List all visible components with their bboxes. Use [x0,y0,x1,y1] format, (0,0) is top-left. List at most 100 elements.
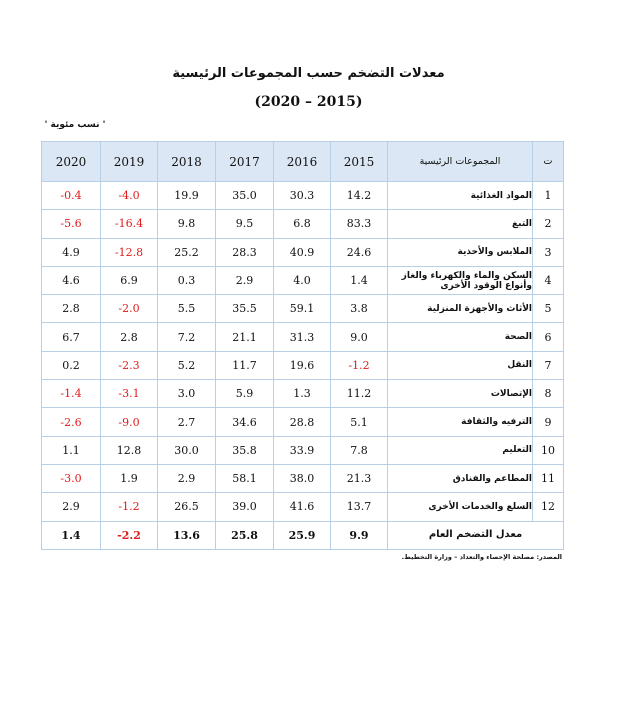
value-cell-2019: -4.0 [100,180,158,211]
row-index: 4 [532,265,564,296]
total-value-2019: -2.2 [100,520,158,550]
value-cell-2018: 25.2 [157,237,216,267]
value-cell-2020: -5.6 [41,209,101,239]
value-cell-2016: 41.6 [273,492,331,522]
value-cell-2017: 9.5 [215,209,274,239]
value-cell-2018: 2.9 [157,463,216,494]
table-row: -1.4 -3.1 3.0 5.9 1.3 11.2 الإتصالات 8 [41,379,564,409]
value-cell-2020: -0.4 [41,180,101,211]
row-index: 1 [532,180,564,211]
value-cell-2018: 9.8 [157,209,216,239]
value-cell-2018: 5.5 [157,294,216,324]
table-body: -0.4 -4.0 19.9 35.0 30.3 14.2 المواد الغذائية 1… [41,180,564,550]
row-index: 2 [532,209,564,239]
value-cell-2018: 5.2 [157,350,216,381]
inflation-table: 2020 2019 2018 2017 2016 2015 المجموعات … [41,141,564,550]
group-label: التبغ [387,209,533,239]
total-value-2016: 25.9 [273,520,331,550]
unit-note: ' نسب مئوية ' [44,120,106,130]
group-label: الأثاث والأجهزة المنزلية [387,294,533,324]
header-2017: 2017 [215,141,274,182]
value-cell-2020: 6.7 [41,322,101,352]
value-cell-2019: 1.9 [100,463,158,494]
value-cell-2019: -1.2 [100,492,158,522]
value-cell-2015: 9.0 [330,322,388,352]
value-cell-2017: 58.1 [215,463,274,494]
value-cell-2017: 35.5 [215,294,274,324]
header-2019: 2019 [100,141,158,182]
value-cell-2020: -2.6 [41,407,101,437]
row-index: 9 [532,407,564,437]
value-cell-2018: 0.3 [157,265,216,296]
value-cell-2016: 19.6 [273,350,331,381]
total-label: معدل التضخم العام [387,520,564,550]
row-index: 6 [532,322,564,352]
table-header-row: 2020 2019 2018 2017 2016 2015 المجموعات … [41,141,564,182]
years-range: (2020 – 2015) [254,94,363,110]
header-group: المجموعات الرئيسية [387,141,533,182]
header-2020: 2020 [41,141,101,182]
value-cell-2017: 21.1 [215,322,274,352]
value-cell-2018: 2.7 [157,407,216,437]
value-cell-2015: 21.3 [330,463,388,494]
row-index: 5 [532,294,564,324]
value-cell-2017: 28.3 [215,237,274,267]
value-cell-2015: 24.6 [330,237,388,267]
value-cell-2020: -1.4 [41,379,101,409]
total-value-2017: 25.8 [215,520,274,550]
value-cell-2019: 12.8 [100,435,158,465]
group-label: المطاعم والفنادق [387,463,533,494]
value-cell-2020: 0.2 [41,350,101,381]
value-cell-2019: -16.4 [100,209,158,239]
value-cell-2017: 5.9 [215,379,274,409]
total-value-2015: 9.9 [330,520,388,550]
value-cell-2015: 7.8 [330,435,388,465]
group-label: الترفيه والثقافة [387,407,533,437]
value-cell-2020: -3.0 [41,463,101,494]
row-index: 12 [532,492,564,522]
header-2018: 2018 [157,141,216,182]
header-2015: 2015 [330,141,388,182]
value-cell-2016: 59.1 [273,294,331,324]
value-cell-2016: 31.3 [273,322,331,352]
group-label: الملابس والأحذية [387,237,533,267]
table-row: 2.9 -1.2 26.5 39.0 41.6 13.7 السلع والخدمات ال… [41,492,564,522]
group-label: الصحة [387,322,533,352]
value-cell-2016: 1.3 [273,379,331,409]
value-cell-2018: 3.0 [157,379,216,409]
row-index: 8 [532,379,564,409]
value-cell-2017: 34.6 [215,407,274,437]
row-index: 7 [532,350,564,381]
row-index: 10 [532,435,564,465]
value-cell-2016: 6.8 [273,209,331,239]
row-index: 11 [532,463,564,494]
header-2016: 2016 [273,141,331,182]
value-cell-2015: 11.2 [330,379,388,409]
group-label: التعليم [387,435,533,465]
table-row: 0.2 -2.3 5.2 11.7 19.6 -1.2 النقل 7 [41,350,564,381]
value-cell-2017: 2.9 [215,265,274,296]
header-index: ت [532,141,564,182]
value-cell-2017: 39.0 [215,492,274,522]
value-cell-2018: 30.0 [157,435,216,465]
value-cell-2017: 35.8 [215,435,274,465]
value-cell-2020: 4.6 [41,265,101,296]
row-index: 3 [532,237,564,267]
value-cell-2016: 38.0 [273,463,331,494]
value-cell-2019: -2.0 [100,294,158,324]
value-cell-2016: 33.9 [273,435,331,465]
value-cell-2019: 2.8 [100,322,158,352]
value-cell-2015: 14.2 [330,180,388,211]
value-cell-2019: -3.1 [100,379,158,409]
value-cell-2020: 1.1 [41,435,101,465]
group-label: السلع والخدمات الأخرى [387,492,533,522]
value-cell-2016: 30.3 [273,180,331,211]
value-cell-2015: -1.2 [330,350,388,381]
table-row: 4.6 6.9 0.3 2.9 4.0 1.4 السكن والماء والكهرباء… [41,265,564,296]
value-cell-2015: 5.1 [330,407,388,437]
value-cell-2016: 28.8 [273,407,331,437]
value-cell-2017: 35.0 [215,180,274,211]
total-value-2018: 13.6 [157,520,216,550]
value-cell-2016: 40.9 [273,237,331,267]
group-label: السكن والماء والكهرباء والغاز وأنواع الو… [387,265,533,296]
